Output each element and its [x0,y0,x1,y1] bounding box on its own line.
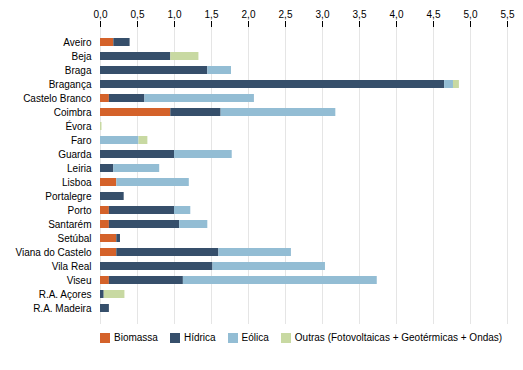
svg-text:Viana do Castelo: Viana do Castelo [16,247,92,258]
svg-text:Lisboa: Lisboa [62,177,92,188]
svg-text:Guarda: Guarda [58,149,92,160]
svg-text:Faro: Faro [71,135,92,146]
svg-text:0,5: 0,5 [131,9,145,20]
svg-text:Viseu: Viseu [67,275,92,286]
svg-text:5,0: 5,0 [464,9,478,20]
svg-text:3,5: 3,5 [353,9,367,20]
svg-text:Porto: Porto [68,205,92,216]
html-text:Eólica: Eólica [241,332,269,343]
html-text:Hídrica: Hídrica [183,332,216,343]
svg-text:Beja: Beja [71,51,91,62]
html-text:Biomassa: Biomassa [114,332,158,343]
svg-text:R.A. Madeira: R.A. Madeira [33,303,92,314]
svg-text:0,0: 0,0 [94,9,108,20]
svg-text:Portalegre: Portalegre [45,191,92,202]
svg-text:4,5: 4,5 [427,9,441,20]
svg-text:Leiria: Leiria [67,163,92,174]
svg-text:4,0: 4,0 [390,9,404,20]
svg-text:Bragança: Bragança [49,79,92,90]
svg-text:1,0: 1,0 [168,9,182,20]
svg-text:Évora: Évora [65,120,92,132]
svg-text:Setúbal: Setúbal [58,233,92,244]
svg-text:1,5: 1,5 [205,9,219,20]
html-text:Outras (Fotovoltaicas + Geotér: Outras (Fotovoltaicas + Geotérmicas + On… [294,332,503,343]
svg-text:2,5: 2,5 [279,9,293,20]
svg-text:Castelo Branco: Castelo Branco [23,93,92,104]
svg-text:Coimbra: Coimbra [54,107,92,118]
svg-text:3,0: 3,0 [316,9,330,20]
svg-text:Aveiro: Aveiro [63,37,92,48]
svg-text:Vila Real: Vila Real [52,261,92,272]
svg-text:5,5: 5,5 [501,9,515,20]
svg-text:2,0: 2,0 [242,9,256,20]
svg-text:Braga: Braga [65,65,92,76]
svg-text:R.A. Açores: R.A. Açores [39,289,92,300]
svg-text:Santarém: Santarém [48,219,91,230]
